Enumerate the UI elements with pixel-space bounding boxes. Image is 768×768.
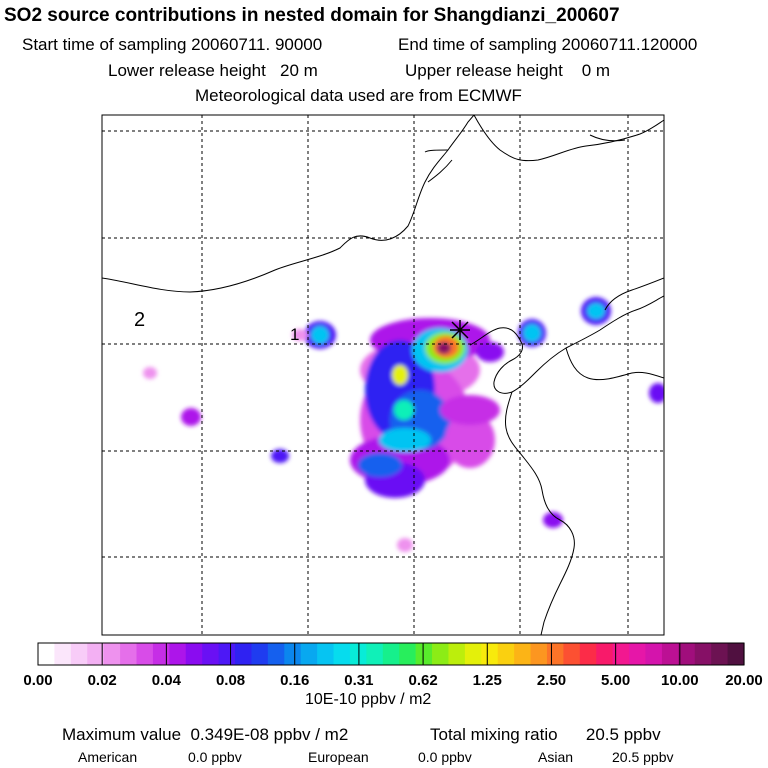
colorbar-swatch (711, 643, 729, 665)
colorbar-swatch (251, 643, 269, 665)
colorbar-swatch (70, 643, 88, 665)
colorbar-swatch (563, 643, 581, 665)
colorbar-tick-label: 20.00 (725, 672, 763, 689)
concentration-patch (181, 408, 201, 426)
contour-label-1: 1 (290, 325, 299, 344)
concentration-patch (292, 329, 308, 341)
asian-value: 20.5 ppbv (612, 749, 674, 765)
concentration-patch (440, 395, 500, 425)
colorbar-swatch (267, 643, 285, 665)
concentration-patch (437, 342, 451, 354)
concentration-patch (543, 512, 563, 528)
colorbar-swatch (333, 643, 351, 665)
colorbar-swatch (629, 643, 647, 665)
star-marker-icon (450, 320, 470, 340)
colorbar-swatch (546, 643, 564, 665)
colorbar: 0.00 0.02 0.04 0.08 0.16 0.31 0.62 1.25 2.50 5.00… (23, 642, 763, 689)
asian-label: Asian (538, 749, 574, 765)
end-time-label: End time of sampling 20060711.120000 (398, 35, 698, 54)
colorbar-swatch (87, 643, 105, 665)
colorbar-units-label: 10E-10 ppbv / m2 (305, 691, 432, 708)
concentration-patch (394, 400, 414, 420)
start-time-label: Start time of sampling 20060711. 90000 (22, 35, 323, 54)
map-area (102, 115, 664, 635)
concentration-patch (271, 449, 289, 463)
american-label: American (78, 749, 138, 765)
colorbar-tick-label: 0.02 (88, 672, 117, 689)
colorbar-swatch (415, 643, 433, 665)
colorbar-swatch (678, 643, 696, 665)
concentration-patch (392, 365, 408, 385)
concentration-patch (143, 367, 157, 379)
colorbar-swatch (727, 643, 745, 665)
colorbar-swatch (382, 643, 400, 665)
colorbar-tick-label: 0.08 (216, 672, 245, 689)
meteorological-data-label: Meteorological data used are from ECMWF (195, 86, 522, 105)
concentration-patch (358, 453, 402, 477)
concentration-patch (649, 383, 664, 403)
colorbar-swatch (284, 643, 302, 665)
colorbar-tick-label: 1.25 (473, 672, 502, 689)
colorbar-swatch (514, 643, 532, 665)
total-mixing-ratio-label: Total mixing ratio 20.5 ppbv (430, 725, 661, 744)
upper-release-height-label: Upper release height 0 m (405, 61, 611, 80)
european-label: European (308, 749, 369, 765)
colorbar-tick-label: 0.31 (344, 672, 373, 689)
lower-release-height-label: Lower release height 20 m (108, 61, 318, 80)
american-value: 0.0 ppbv (188, 749, 242, 765)
concentration-patch (379, 428, 431, 452)
colorbar-swatch (579, 643, 597, 665)
colorbar-swatch (399, 643, 417, 665)
colorbar-tick-label: 0.16 (280, 672, 309, 689)
colorbar-swatch (448, 643, 466, 665)
colorbar-tick-label: 0.62 (408, 672, 437, 689)
colorbar-swatch (202, 643, 220, 665)
colorbar-swatch (432, 643, 450, 665)
colorbar-tick-label: 10.00 (661, 672, 699, 689)
colorbar-tick-label: 0.00 (23, 672, 52, 689)
maximum-value-label: Maximum value 0.349E-08 ppbv / m2 (62, 725, 349, 744)
colorbar-swatch (694, 643, 712, 665)
colorbar-swatch (612, 643, 630, 665)
colorbar-tick-label: 5.00 (601, 672, 630, 689)
colorbar-swatch (366, 643, 384, 665)
colorbar-swatch (481, 643, 499, 665)
colorbar-swatch (645, 643, 663, 665)
concentration-patch (587, 303, 605, 319)
colorbar-swatch (464, 643, 482, 665)
colorbar-tick-label: 0.04 (152, 672, 182, 689)
concentration-patch (397, 538, 413, 552)
concentration-patch (523, 324, 541, 342)
colorbar-swatch (661, 643, 679, 665)
colorbar-swatch (596, 643, 614, 665)
contour-label-2: 2 (134, 309, 145, 331)
coastline-boundaries (102, 115, 664, 635)
colorbar-swatch (218, 643, 236, 665)
colorbar-tick-label: 2.50 (537, 672, 566, 689)
colorbar-swatch (169, 643, 187, 665)
colorbar-swatch (497, 643, 515, 665)
colorbar-swatch (120, 643, 138, 665)
colorbar-swatch (38, 643, 56, 665)
colorbar-swatch (136, 643, 154, 665)
colorbar-swatch (103, 643, 121, 665)
concentration-patch (445, 412, 495, 468)
concentration-field (143, 297, 664, 552)
map-frame (101, 114, 665, 636)
european-value: 0.0 ppbv (418, 749, 472, 765)
colorbar-swatch (54, 643, 72, 665)
colorbar-swatch (300, 643, 318, 665)
colorbar-swatch (235, 643, 253, 665)
colorbar-swatch (185, 643, 203, 665)
colorbar-frame (37, 642, 745, 666)
colorbar-swatch (152, 643, 170, 665)
colorbar-swatch (530, 643, 548, 665)
chart-title: SO2 source contributions in nested domai… (4, 5, 620, 26)
graticule-grid (102, 115, 664, 635)
concentration-patch (476, 342, 504, 362)
colorbar-swatch (317, 643, 335, 665)
concentration-patch (311, 326, 329, 344)
